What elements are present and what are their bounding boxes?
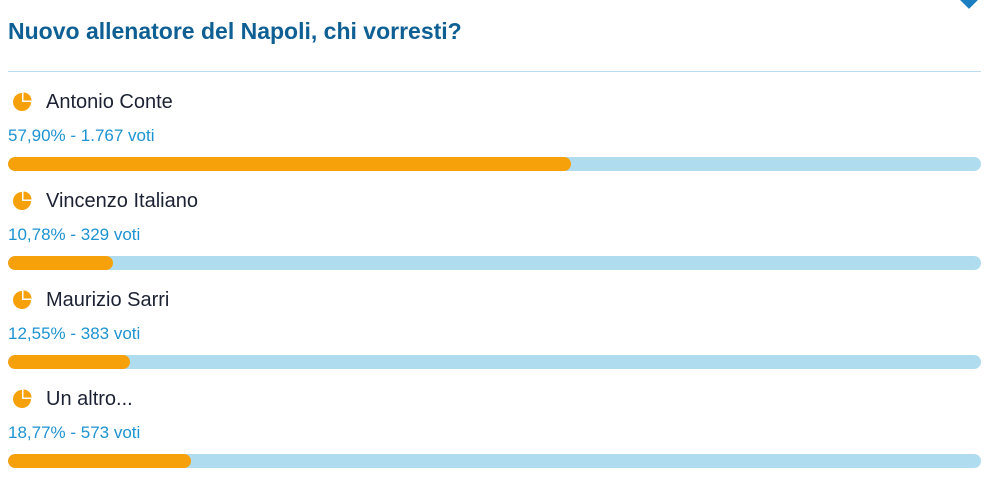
option-name: Maurizio Sarri [46,289,170,311]
progress-fill [8,157,572,171]
option-name: Antonio Conte [46,91,173,113]
poll-option[interactable]: Maurizio Sarri 12,55% - 383 voti [8,288,981,387]
progress-bar [8,157,981,171]
option-stats: 18,77% - 573 voti [8,423,141,442]
progress-bar [8,355,981,369]
poll-option[interactable]: Antonio Conte 57,90% - 1.767 voti [8,90,981,189]
option-stats: 10,78% - 329 voti [8,225,141,244]
pie-chart-icon [13,92,32,111]
divider [8,71,981,72]
corner-badge-icon [959,0,979,9]
option-stats: 57,90% - 1.767 voti [8,126,155,145]
option-stats: 12,55% - 383 voti [8,324,141,343]
pie-chart-icon [13,290,32,309]
progress-bar [8,256,981,270]
progress-fill [8,256,113,270]
poll-title: Nuovo allenatore del Napoli, chi vorrest… [8,18,462,44]
option-name: Vincenzo Italiano [46,190,198,212]
progress-fill [8,355,131,369]
pie-chart-icon [13,191,32,210]
pie-chart-icon [13,389,32,408]
option-name: Un altro... [46,388,133,410]
progress-bar [8,454,981,468]
progress-fill [8,454,191,468]
poll-option[interactable]: Un altro... 18,77% - 573 voti [8,387,981,486]
poll-option[interactable]: Vincenzo Italiano 10,78% - 329 voti [8,189,981,288]
